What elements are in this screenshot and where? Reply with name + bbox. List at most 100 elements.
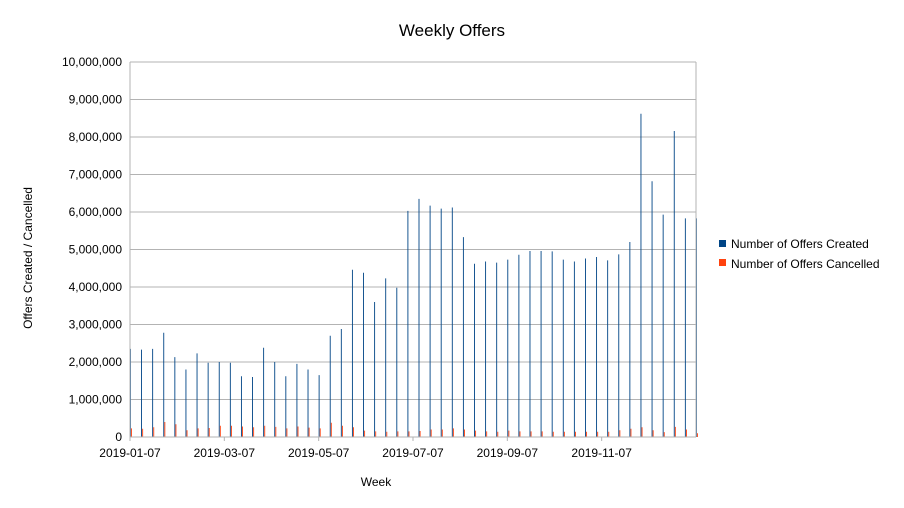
bar-offers-cancelled (652, 430, 654, 437)
bar-offers-created (485, 261, 487, 437)
bar-offers-created (329, 335, 331, 437)
legend-swatch-created (719, 240, 726, 247)
bar-offers-created (196, 353, 198, 437)
bar-offers-cancelled (364, 430, 366, 437)
chart-title: Weekly Offers (399, 21, 505, 40)
bar-offers-cancelled (330, 422, 332, 437)
bar-offers-created (629, 242, 631, 437)
bar-offers-created (462, 237, 464, 437)
bar-offers-cancelled (663, 432, 665, 437)
bar-offers-created (651, 181, 653, 437)
bar-offers-cancelled (519, 431, 521, 437)
bar-offers-created (418, 198, 420, 437)
x-tick-label: 2019-09-07 (477, 446, 539, 460)
y-tick-label: 1,000,000 (69, 393, 123, 407)
bar-offers-created (240, 376, 242, 437)
bar-offers-cancelled (208, 428, 210, 437)
bar-offers-cancelled (219, 425, 221, 437)
bar-offers-created (573, 261, 575, 437)
bar-offers-created (618, 254, 620, 437)
bar-offers-cancelled (397, 431, 399, 437)
bar-offers-cancelled (408, 431, 410, 437)
bar-offers-created (396, 287, 398, 437)
bar-offers-created (207, 362, 209, 437)
bar-offers-cancelled (697, 433, 698, 437)
bar-offers-cancelled (386, 431, 388, 437)
bar-offers-cancelled (619, 430, 621, 437)
bar-offers-cancelled (308, 427, 310, 437)
x-tick-label: 2019-05-07 (288, 446, 350, 460)
bar-offers-created (673, 131, 675, 437)
bar-offers-cancelled (497, 431, 499, 437)
bar-offers-created (507, 259, 509, 437)
bar-offers-cancelled (264, 425, 266, 437)
y-tick-label: 6,000,000 (69, 205, 123, 219)
bar-offers-created (307, 369, 309, 437)
bar-offers-created (474, 263, 475, 437)
bar-offers-cancelled (375, 431, 377, 437)
y-tick-label: 7,000,000 (69, 168, 123, 182)
y-tick-label: 5,000,000 (69, 243, 123, 257)
bar-offers-created (640, 113, 642, 437)
bar-offers-created (374, 302, 376, 437)
y-tick-label: 8,000,000 (69, 130, 123, 144)
bar-offers-cancelled (419, 431, 421, 437)
bar-offers-created (585, 258, 586, 437)
bar-offers-created (440, 208, 442, 437)
bar-offers-cancelled (552, 431, 554, 437)
bar-offers-created (662, 214, 664, 437)
bar-offers-created (318, 375, 320, 437)
bar-offers-cancelled (530, 431, 532, 437)
bar-offers-created (451, 207, 453, 437)
bar-offers-cancelled (275, 426, 277, 437)
bar-offers-created (596, 257, 598, 437)
bar-offers-created (296, 363, 298, 437)
bar-offers-created (351, 269, 353, 437)
bar-offers-cancelled (630, 428, 632, 437)
bar-offers-created (274, 362, 276, 437)
x-axis-label: Week (361, 475, 392, 489)
bar-offers-created (218, 362, 220, 437)
bar-offers-cancelled (441, 429, 443, 437)
bar-offers-created (429, 205, 431, 437)
y-tick-label: 3,000,000 (69, 318, 123, 332)
bar-offers-created (285, 376, 287, 437)
bar-offers-cancelled (230, 425, 232, 437)
bar-offers-cancelled (142, 428, 144, 437)
x-axis-ticks: 2019-01-07 2019-03-07 2019-05-07 2019-07-07… (99, 437, 632, 460)
bar-offers-cancelled (575, 431, 576, 437)
bar-offers-cancelled (242, 426, 243, 437)
y-tick-label: 4,000,000 (69, 280, 123, 294)
bar-offers-created (551, 251, 553, 437)
bar-offers-cancelled (686, 429, 687, 437)
bars (130, 113, 698, 437)
y-tick-label: 0 (115, 430, 122, 444)
bar-offers-cancelled (341, 425, 343, 437)
bar-offers-created (407, 210, 409, 437)
bar-offers-cancelled (641, 427, 643, 437)
bar-offers-cancelled (319, 428, 321, 437)
bar-offers-cancelled (297, 426, 299, 437)
bar-offers-cancelled (674, 426, 676, 437)
bar-offers-created (340, 329, 342, 437)
bar-offers-cancelled (131, 428, 132, 437)
bar-offers-created (163, 332, 165, 437)
y-axis-ticks: 0 1,000,000 2,000,000 3,000,000 4,000,000 5,0… (62, 55, 122, 444)
bar-offers-cancelled (586, 431, 588, 437)
bar-offers-cancelled (508, 430, 510, 437)
bar-offers-created (263, 347, 265, 437)
x-tick-label: 2019-07-07 (382, 446, 444, 460)
bar-offers-created (562, 259, 564, 437)
bar-offers-created (529, 251, 531, 437)
y-tick-label: 9,000,000 (69, 93, 123, 107)
bar-offers-created (152, 348, 154, 437)
bar-offers-cancelled (353, 427, 354, 437)
bar-offers-cancelled (197, 428, 199, 437)
bar-offers-created (252, 377, 253, 437)
bar-offers-cancelled (452, 428, 454, 437)
bar-offers-cancelled (186, 430, 188, 437)
bar-offers-cancelled (563, 431, 565, 437)
bar-offers-cancelled (541, 431, 543, 437)
bar-offers-cancelled (597, 431, 599, 437)
